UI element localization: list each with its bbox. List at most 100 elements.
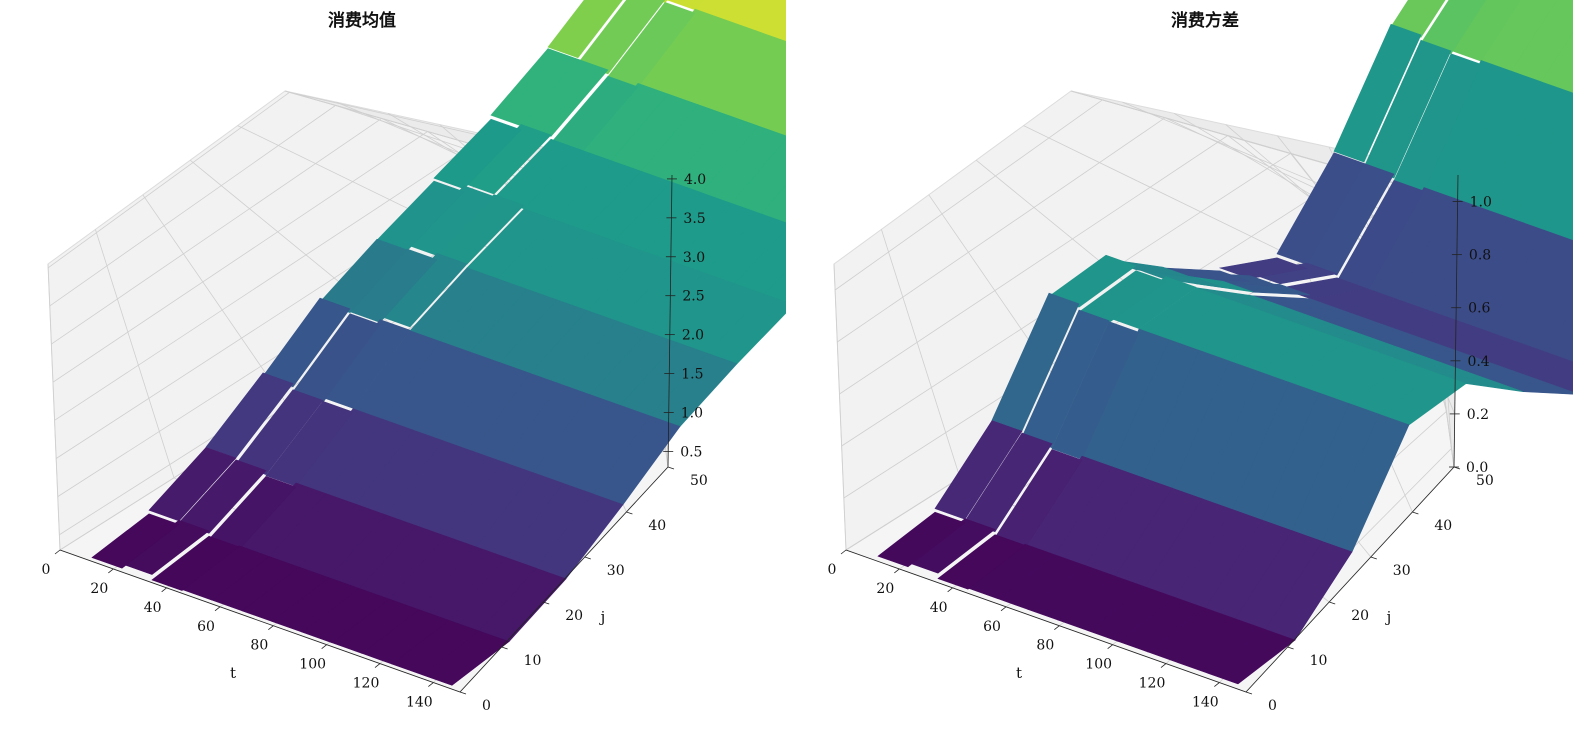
surface-patch xyxy=(877,511,966,568)
z-tick-label: 1.0 xyxy=(681,405,703,421)
x-tick-label: 40 xyxy=(930,600,948,616)
y-tick-label: 30 xyxy=(1393,563,1411,579)
z-tick-label: 1.5 xyxy=(681,367,703,383)
y-tick-label: 50 xyxy=(1476,473,1494,489)
y-tick-label: 40 xyxy=(1434,518,1452,534)
x-tick-label: 40 xyxy=(144,600,162,616)
y-tick-label: 10 xyxy=(524,653,542,669)
x-tick-label: 140 xyxy=(406,695,433,711)
x-tick-label: 20 xyxy=(876,581,894,597)
x-axis-label: t xyxy=(1016,664,1022,682)
y-axis-line xyxy=(1245,466,1455,693)
y-tick-label: 30 xyxy=(607,563,625,579)
x-tick-label: 100 xyxy=(1085,657,1112,673)
z-tick-label: 0.2 xyxy=(1467,407,1489,423)
y-tick-label: 0 xyxy=(1268,698,1277,714)
x-tick xyxy=(214,606,221,612)
y-tick xyxy=(1370,556,1377,560)
x-tick xyxy=(428,682,434,687)
x-tick xyxy=(161,587,167,593)
z-tick-label: 4.0 xyxy=(684,172,706,188)
surface-patch xyxy=(1276,152,1365,265)
z-tick-label: 3.5 xyxy=(683,211,705,227)
x-tick xyxy=(268,625,274,631)
grid-line-y xyxy=(1023,125,1303,262)
surface-patch xyxy=(937,534,1026,590)
chart-title-variance: 消费方差 xyxy=(1171,11,1239,31)
y-tick-label: 10 xyxy=(1310,653,1328,669)
x-tick xyxy=(1107,644,1113,649)
y-tick xyxy=(1412,511,1419,515)
surface-patch xyxy=(547,0,623,59)
z-tick-label: 3.0 xyxy=(683,250,705,266)
y-tick xyxy=(501,646,508,650)
y-tick-label: 0 xyxy=(482,698,491,714)
surface-patch xyxy=(1333,23,1422,163)
y-axis-label: j xyxy=(599,608,606,626)
z-tick-label: 0.6 xyxy=(1468,301,1490,317)
surface-patch xyxy=(433,118,522,190)
z-tick-label: 1.0 xyxy=(1470,195,1492,211)
y-axis-label: j xyxy=(1385,608,1392,626)
x-tick-label: 80 xyxy=(1036,638,1054,654)
surface-patch xyxy=(1051,321,1140,460)
x-tick-label: 100 xyxy=(299,657,326,673)
z-tick-label: 0.0 xyxy=(1466,460,1488,476)
x-tick xyxy=(947,587,953,593)
x-tick xyxy=(321,644,327,649)
x-tick xyxy=(54,549,61,555)
chart-title-mean: 消费均值 xyxy=(328,11,396,31)
z-tick-label: 0.5 xyxy=(680,444,702,460)
y-tick xyxy=(584,556,591,560)
x-tick xyxy=(1160,663,1167,668)
x-tick xyxy=(840,549,847,555)
y-tick xyxy=(626,511,633,515)
y-tick xyxy=(1329,601,1336,605)
grid-line-y xyxy=(142,194,289,406)
y-axis-line xyxy=(459,466,669,693)
x-tick xyxy=(1000,606,1007,612)
surface-patch xyxy=(666,0,705,11)
y-tick xyxy=(1245,691,1253,695)
x-axis-line xyxy=(845,549,1247,693)
surface-patch xyxy=(91,513,180,569)
z-axis-line xyxy=(667,174,673,468)
y-tick xyxy=(459,691,467,695)
y-tick-label: 40 xyxy=(648,518,666,534)
x-tick xyxy=(374,663,381,668)
y-tick xyxy=(543,601,550,605)
grid-line-y xyxy=(881,229,961,478)
z-tick-label: 2.5 xyxy=(682,289,704,305)
grid-line-y xyxy=(95,229,175,478)
x-tick xyxy=(894,568,900,574)
z-tick-label: 0.8 xyxy=(1469,248,1491,264)
x-tick xyxy=(108,568,114,574)
surface-patch xyxy=(265,401,354,487)
x-tick-label: 140 xyxy=(1192,695,1219,711)
surface-patch xyxy=(151,535,240,591)
x-tick-label: 20 xyxy=(90,581,108,597)
x-tick-label: 120 xyxy=(353,676,380,692)
surface xyxy=(877,0,1573,685)
x-tick-label: 60 xyxy=(197,619,215,635)
x-tick xyxy=(1054,625,1060,631)
grid-line-y xyxy=(47,263,61,551)
surface-plot-variance: 0 20 40 60 80 100 120 140 0 10 20 30 40 500.0 0.2 0.4 0.… xyxy=(828,0,1573,714)
y-tick-label: 20 xyxy=(565,608,583,624)
x-tick-label: 120 xyxy=(1139,676,1166,692)
surface-patch xyxy=(490,48,579,127)
grid-line-y xyxy=(928,194,1075,406)
z-axis-line xyxy=(1453,174,1459,468)
x-tick-label: 60 xyxy=(983,619,1001,635)
x-axis-line xyxy=(59,549,461,693)
surface-patch xyxy=(934,420,1023,520)
y-tick xyxy=(667,466,675,470)
surface xyxy=(91,0,786,686)
y-tick xyxy=(1287,646,1294,650)
z-tick-label: 2.0 xyxy=(682,328,704,344)
x-axis-label: t xyxy=(230,664,236,682)
surface-plot-mean: 0 20 40 60 80 100 120 140 0 10 20 30 40 50 0.5 1.0 1.5 2.… xyxy=(42,0,786,714)
z-tick-label: 0.4 xyxy=(1467,354,1489,370)
x-tick-label: 0 xyxy=(42,562,51,578)
